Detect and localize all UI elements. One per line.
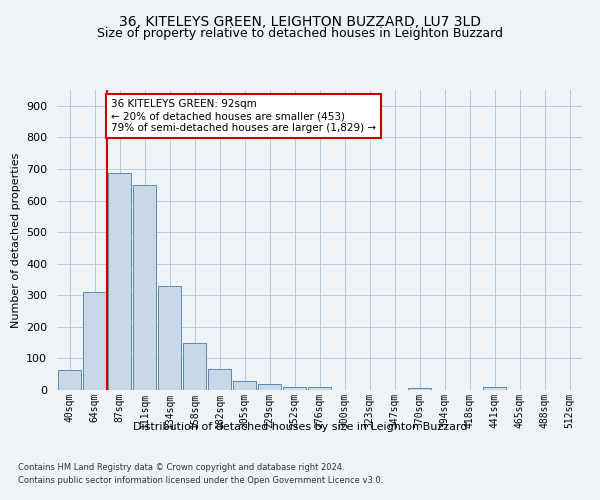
Text: Size of property relative to detached houses in Leighton Buzzard: Size of property relative to detached ho…	[97, 28, 503, 40]
Bar	[233, 380, 256, 390]
Text: Contains public sector information licensed under the Open Government Licence v3: Contains public sector information licen…	[18, 476, 383, 485]
Text: 36 KITELEYS GREEN: 92sqm
← 20% of detached houses are smaller (453)
79% of semi-: 36 KITELEYS GREEN: 92sqm ← 20% of detach…	[111, 100, 376, 132]
Bar	[208, 370, 231, 390]
Bar	[108, 172, 131, 390]
Bar	[58, 370, 81, 390]
Bar	[283, 387, 306, 390]
Bar	[258, 384, 281, 390]
Text: Distribution of detached houses by size in Leighton Buzzard: Distribution of detached houses by size …	[133, 422, 467, 432]
Bar	[308, 388, 331, 390]
Bar	[133, 184, 156, 390]
Text: Contains HM Land Registry data © Crown copyright and database right 2024.: Contains HM Land Registry data © Crown c…	[18, 462, 344, 471]
Bar	[408, 388, 431, 390]
Bar	[483, 387, 506, 390]
Y-axis label: Number of detached properties: Number of detached properties	[11, 152, 20, 328]
Text: 36, KITELEYS GREEN, LEIGHTON BUZZARD, LU7 3LD: 36, KITELEYS GREEN, LEIGHTON BUZZARD, LU…	[119, 15, 481, 29]
Bar	[158, 286, 181, 390]
Bar	[83, 292, 106, 390]
Bar	[183, 342, 206, 390]
